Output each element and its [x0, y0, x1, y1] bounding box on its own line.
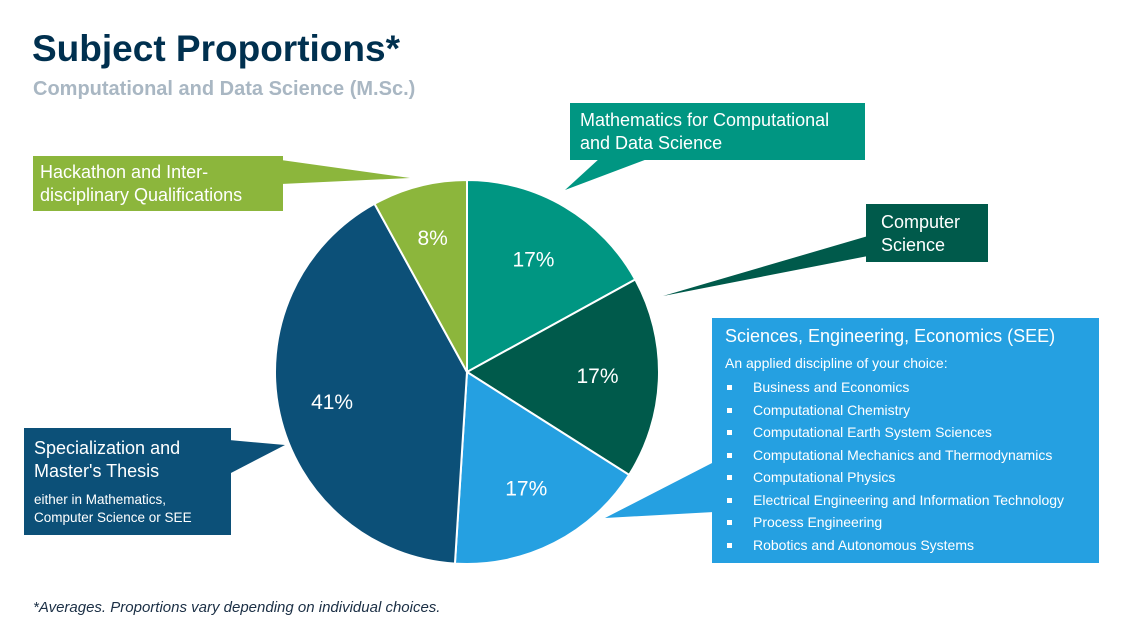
list-item: Computational Earth System Sciences: [725, 421, 1086, 444]
list-item: Computational Chemistry: [725, 399, 1086, 422]
page-title: Subject Proportions*: [32, 28, 400, 69]
list-item: Business and Economics: [725, 376, 1086, 399]
see-discipline-list: Business and Economics Computational Che…: [725, 376, 1086, 556]
pointer-hack: [281, 160, 410, 184]
callout-math-line1: Mathematics for Computational: [580, 110, 830, 130]
pie-slice: [465, 278, 660, 477]
list-item: Electrical Engineering and Information T…: [725, 489, 1086, 512]
list-item: Computational Physics: [725, 466, 1086, 489]
slice-label: 41%: [311, 391, 353, 414]
slice-label: 17%: [505, 477, 547, 500]
callout-see-intro: An applied discipline of your choice:: [725, 355, 948, 371]
footnote: *Averages. Proportions vary depending on…: [33, 599, 441, 616]
pie-slice: [274, 202, 469, 565]
pie-slice: [453, 370, 631, 565]
callout-hack-line1: Hackathon and Inter-: [40, 162, 209, 182]
callout-thesis-line2: Master's Thesis: [34, 461, 160, 481]
list-item: Robotics and Autonomous Systems: [725, 534, 1086, 557]
slice-label: 17%: [576, 365, 618, 388]
callout-thesis: Specialization and Master's Thesis eithe…: [24, 428, 231, 535]
callout-thesis-line1: Specialization and: [34, 438, 181, 458]
callout-cs: Computer Science: [866, 204, 988, 262]
callout-see-heading: Sciences, Engineering, Economics (SEE): [725, 326, 1056, 346]
callout-thesis-sub2: Computer Science or SEE: [34, 510, 192, 525]
callout-cs-line2: Science: [881, 235, 946, 255]
pie-slice: [466, 178, 637, 374]
callout-math: Mathematics for Computational and Data S…: [570, 103, 865, 160]
slice-label: 8%: [417, 227, 447, 250]
list-item: Process Engineering: [725, 511, 1086, 534]
callout-hack-line2: disciplinary Qualifications: [40, 185, 243, 205]
slice-label: 17%: [512, 249, 554, 272]
callout-pointers: [229, 158, 868, 518]
callout-math-line2: and Data Science: [580, 133, 723, 153]
pointer-see: [605, 462, 714, 518]
pointer-math: [565, 158, 650, 190]
pointer-cs: [663, 236, 868, 296]
pie-slice: [373, 178, 468, 373]
pointer-thesis: [229, 440, 285, 474]
page-subtitle: Computational and Data Science (M.Sc.): [33, 78, 416, 100]
callout-hack: Hackathon and Inter- disciplinary Qualif…: [33, 156, 283, 211]
callout-thesis-sub1: either in Mathematics,: [34, 492, 167, 507]
list-item: Computational Mechanics and Thermodynami…: [725, 444, 1086, 467]
callout-see: Sciences, Engineering, Economics (SEE) A…: [712, 318, 1099, 563]
callout-cs-line1: Computer: [881, 212, 961, 232]
